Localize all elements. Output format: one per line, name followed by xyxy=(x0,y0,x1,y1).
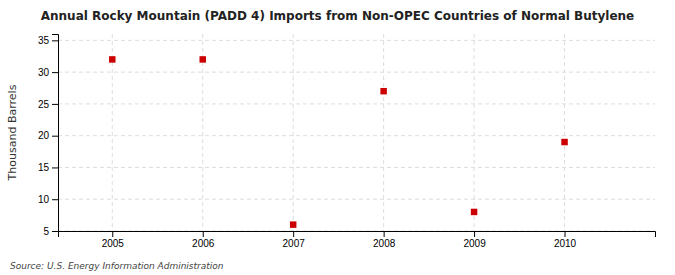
y-axis-tick-label: 15 xyxy=(38,162,50,173)
y-axis-tick-label: 35 xyxy=(38,35,50,46)
x-axis-tick-label: 2007 xyxy=(283,238,306,249)
x-axis-tick-label: 2005 xyxy=(102,238,125,249)
x-axis-tick: 2006 xyxy=(192,231,215,249)
plot: 2005 2006 2007 2008 2009 2010 5 10 15 20 25 30 35 xyxy=(38,34,656,249)
grid xyxy=(58,34,655,231)
grid-line-y xyxy=(58,135,655,136)
x-axis: 2005 2006 2007 2008 2009 2010 xyxy=(59,231,656,249)
grid-line-x xyxy=(112,34,113,231)
x-axis-tick-mark xyxy=(565,231,566,237)
grid-line-y xyxy=(58,72,655,73)
y-axis-tick-label: 10 xyxy=(38,194,50,205)
y-axis-tick-label: 25 xyxy=(38,99,50,110)
points xyxy=(109,56,568,228)
y-axis-title: Thousand Barrels xyxy=(6,84,19,181)
y-axis-tick-mark xyxy=(52,199,58,200)
x-axis-tick: 2010 xyxy=(554,231,577,249)
y-axis-tick: 10 xyxy=(38,194,58,205)
x-axis-tick-label: 2009 xyxy=(463,238,486,249)
grid-line-y xyxy=(58,40,655,41)
annotation: Source: U.S. Energy Information Administ… xyxy=(10,261,224,271)
x-axis-tick-mark xyxy=(203,231,204,237)
x-axis-tick-label: 2010 xyxy=(554,238,577,249)
x-axis-tick-mark xyxy=(384,231,385,237)
point xyxy=(471,209,477,215)
y-axis-tick-label: 20 xyxy=(38,130,50,141)
y-axis-tick: 35 xyxy=(38,35,58,46)
y-axis-tick: 5 xyxy=(43,226,58,237)
y-axis-tick: 30 xyxy=(38,67,58,78)
y-axis-tick-mark xyxy=(52,40,58,41)
x-axis-tick-label: 2008 xyxy=(373,238,396,249)
x-axis-tick: 2005 xyxy=(102,231,125,249)
y-axis-tick-mark xyxy=(52,136,58,137)
x-axis-tick: 2007 xyxy=(283,231,306,249)
point xyxy=(380,88,386,94)
point xyxy=(561,139,567,145)
grid-line-x xyxy=(474,34,475,231)
point xyxy=(109,56,115,62)
x-axis-tick-label: 2006 xyxy=(192,238,215,249)
y-axis-tick-label: 30 xyxy=(38,67,50,78)
y-axis: 5 10 15 20 25 30 35 xyxy=(38,35,59,237)
chart: 2005 2006 2007 2008 2009 2010 5 10 15 20 25 30 35 Ann… xyxy=(0,0,675,275)
y-axis-tick-mark xyxy=(52,167,58,168)
grid-line-x xyxy=(383,34,384,231)
grid-line-y xyxy=(58,199,655,200)
x-axis-line xyxy=(59,232,656,238)
y-axis-tick-mark xyxy=(52,231,58,232)
grid-line-x xyxy=(202,34,203,231)
x-axis-tick-mark xyxy=(293,231,294,237)
y-axis-tick-label: 5 xyxy=(43,226,49,237)
title: Annual Rocky Mountain (PADD 4) Imports f… xyxy=(41,9,635,23)
y-axis-tick: 15 xyxy=(38,162,58,173)
y-axis-tick: 20 xyxy=(38,130,58,141)
y-axis-tick: 25 xyxy=(38,99,58,110)
grid-line-y xyxy=(58,103,655,104)
y-axis-tick-mark xyxy=(52,72,58,73)
x-axis-tick-mark xyxy=(474,231,475,237)
x-axis-tick: 2008 xyxy=(373,231,396,249)
x-axis-tick: 2009 xyxy=(463,231,486,249)
grid-line-y xyxy=(58,167,655,168)
x-axis-tick-mark xyxy=(112,231,113,237)
y-axis-tick-mark xyxy=(52,104,58,105)
grid-line-x xyxy=(564,34,565,231)
grid-line-x xyxy=(293,34,294,231)
y-axis-line xyxy=(52,35,59,232)
point xyxy=(199,56,205,62)
point xyxy=(290,221,296,227)
